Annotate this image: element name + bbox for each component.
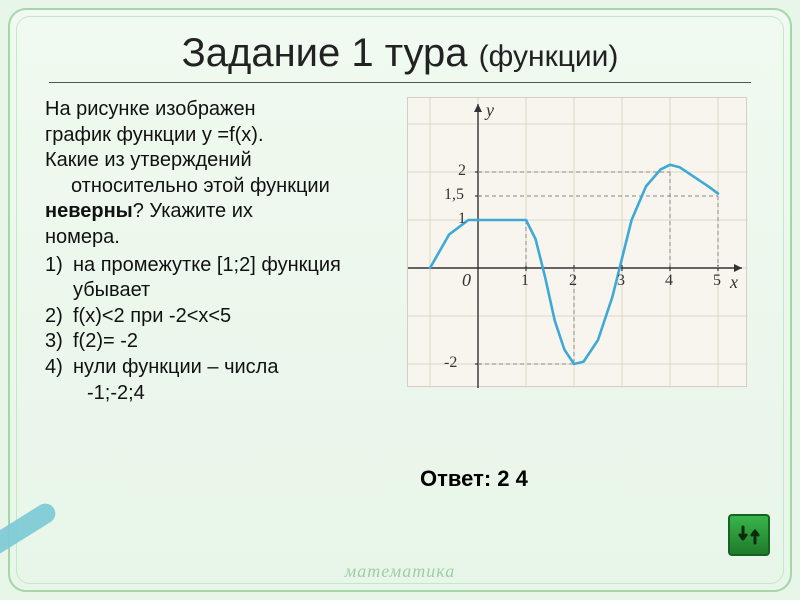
question-text: На рисунке изображен график функции у =f… xyxy=(45,97,395,406)
title-underline xyxy=(49,82,751,83)
line-rest: ? Укажите их xyxy=(133,200,253,222)
return-button[interactable] xyxy=(728,514,770,556)
line: номера. xyxy=(45,225,395,251)
line: относительно этой функции xyxy=(45,174,395,200)
chart-svg xyxy=(408,98,748,388)
item-subtext: -1;-2;4 xyxy=(45,381,395,407)
item-text: на промежутке [1;2] функция убывает xyxy=(73,253,395,304)
slide-inner: Задание 1 тура (функции) На рисунке изоб… xyxy=(16,16,784,584)
function-chart: yx012345-211,52 xyxy=(407,97,747,387)
options-list: 1) на промежутке [1;2] функция убывает 2… xyxy=(45,253,395,407)
item-text: f(2)= -2 xyxy=(73,329,395,355)
line: график функции у =f(x). xyxy=(45,123,395,149)
content-row: На рисунке изображен график функции у =f… xyxy=(45,97,755,406)
footer-label: математика xyxy=(0,561,800,582)
list-item: 4) нули функции – числа xyxy=(45,355,395,381)
answer-text: Ответ: 2 4 xyxy=(420,466,528,492)
item-number: 2) xyxy=(45,304,73,330)
line: Какие из утверждений xyxy=(45,148,395,174)
item-text: нули функции – числа xyxy=(73,355,395,381)
item-number: 1) xyxy=(45,253,73,304)
item-number: 3) xyxy=(45,329,73,355)
item-number: 4) xyxy=(45,355,73,381)
line: неверны? Укажите их xyxy=(45,199,395,225)
title-sub: (функции) xyxy=(479,40,619,73)
list-item: 2) f(x)<2 при -2<x<5 xyxy=(45,304,395,330)
list-item: 3) f(2)= -2 xyxy=(45,329,395,355)
line: На рисунке изображен xyxy=(45,97,395,123)
slide-title: Задание 1 тура (функции) xyxy=(45,31,755,76)
emphasis: неверны xyxy=(45,200,133,222)
list-item: 1) на промежутке [1;2] функция убывает xyxy=(45,253,395,304)
chart-panel: yx012345-211,52 xyxy=(403,97,755,406)
slide-frame: Задание 1 тура (функции) На рисунке изоб… xyxy=(8,8,792,592)
item-text: f(x)<2 при -2<x<5 xyxy=(73,304,395,330)
title-main: Задание 1 тура xyxy=(182,31,479,75)
return-icon xyxy=(735,521,763,549)
